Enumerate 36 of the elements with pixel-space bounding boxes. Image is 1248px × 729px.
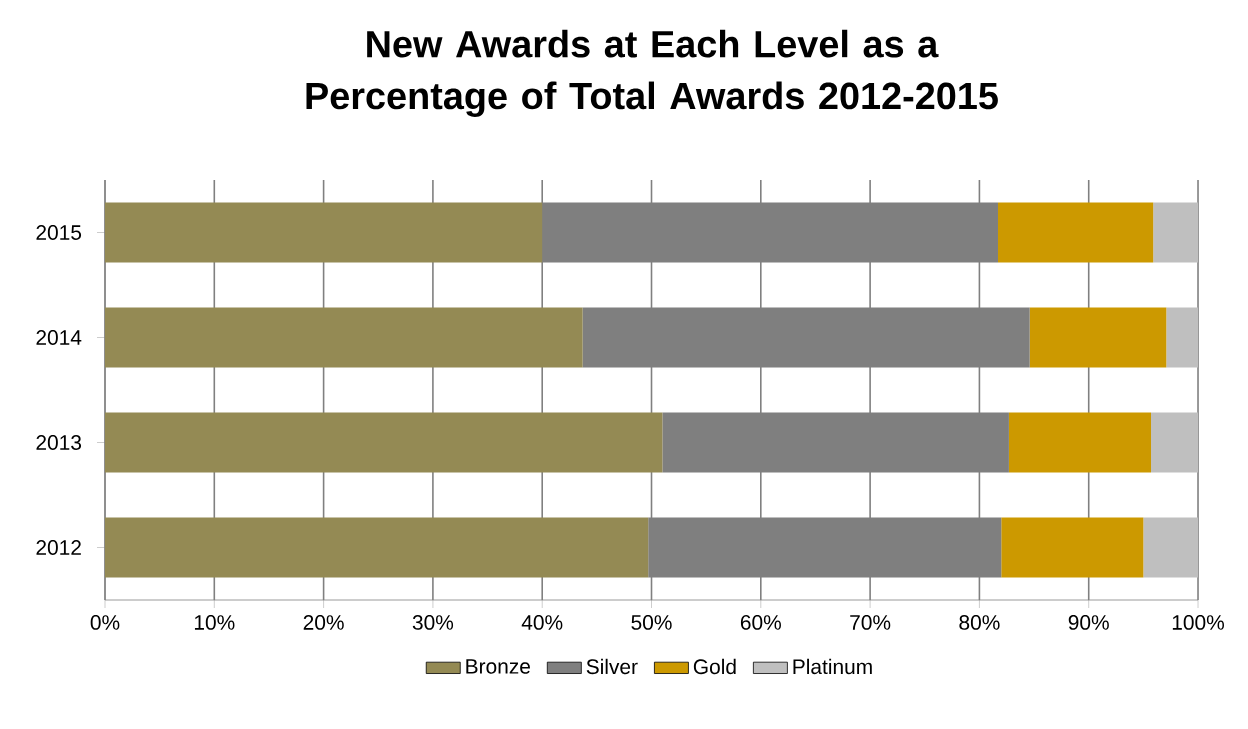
y-tick-label: 2014 [36,330,82,345]
y-tick-label: 2015 [36,225,82,240]
x-tick-label: 0% [90,615,120,630]
x-tick-label: 60% [740,615,781,630]
x-tick-label: 90% [1068,615,1109,630]
bar [1008,412,1152,473]
bar [582,307,1030,368]
bar [1166,307,1199,368]
bar [1143,517,1199,578]
bar [648,517,1002,578]
x-tick-label: 40% [521,615,563,630]
x-tick-label: 20% [303,615,344,630]
y-tick-label: 2012 [36,540,81,555]
x-tick-label: 80% [959,615,1000,630]
x-tick-label: 100% [1172,615,1224,630]
bar [105,517,649,578]
x-tick-label: 70% [850,615,891,630]
legend-label: Silver [586,658,638,675]
bar [1153,202,1199,263]
bar [105,202,543,263]
x-tick-label: 10% [194,615,235,630]
bar [1029,307,1167,368]
bar [105,412,663,473]
chart-title: New Awards at Each Level as a Percentage of Total Awards 2012-2015 [306,29,998,118]
legend-label: Gold [693,658,736,675]
y-tick-label: 2013 [36,435,82,450]
legend-label: Platinum [793,658,872,675]
bar [542,202,998,263]
bar [1001,517,1144,578]
bar [105,307,583,368]
legend-label: Bronze [466,659,530,674]
bar [1151,412,1199,473]
bar [662,412,1009,473]
x-tick-label: 50% [631,615,672,630]
bar [997,202,1154,263]
x-tick-label: 30% [412,615,454,630]
